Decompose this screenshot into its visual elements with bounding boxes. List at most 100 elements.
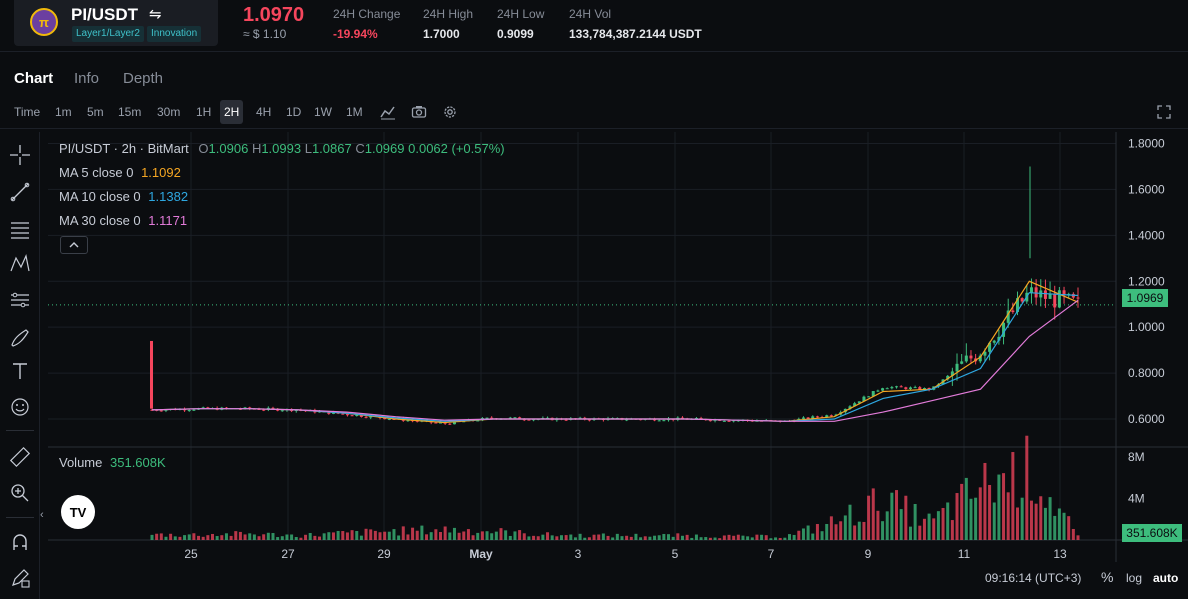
fib-lines-tool[interactable]	[7, 216, 33, 242]
swap-arrows-icon[interactable]: ⇋	[149, 6, 162, 23]
volume-bar	[215, 536, 219, 540]
candle-body	[206, 407, 210, 409]
timeframe-1m[interactable]: 1m	[55, 105, 72, 119]
collapse-sidebar-icon[interactable]: ‹	[40, 509, 44, 521]
clock-timezone[interactable]: 09:16:14 (UTC+3)	[985, 571, 1082, 585]
candle-body	[871, 391, 875, 397]
volume-bar	[504, 530, 508, 540]
pair-name[interactable]: PI/USDT	[71, 5, 139, 24]
candle-body	[885, 388, 889, 390]
pair-selector[interactable]: π PI/USDT ⇋ Layer1/Layer2 Innovation	[14, 0, 218, 46]
ma10-legend[interactable]: MA 10 close 0 1.1382	[59, 189, 188, 204]
volume-bar	[508, 535, 512, 540]
timeframe-1w[interactable]: 1W	[314, 105, 332, 119]
ma30-legend[interactable]: MA 30 close 0 1.1171	[59, 213, 187, 228]
ma30-line	[151, 299, 1079, 422]
volume-bar	[299, 537, 303, 540]
emoji-tool[interactable]	[7, 394, 33, 420]
volume-bar	[532, 535, 536, 540]
volume-bar	[950, 520, 954, 540]
tag-innovation[interactable]: Innovation	[147, 26, 202, 42]
trend-line-tool[interactable]	[7, 179, 33, 205]
zoom-in-tool[interactable]	[7, 480, 33, 506]
stat-24h-vol: 24H Vol 133,784,387.2144 USDT	[569, 7, 702, 41]
toolbar-divider	[0, 128, 1188, 129]
tab-depth[interactable]: Depth	[123, 70, 164, 87]
volume-bar	[592, 534, 596, 540]
candlestick-chart[interactable]: 1.8000 1.6000 1.4000 1.2000 1.0000 0.8000 0.60…	[48, 132, 1188, 562]
tab-chart[interactable]: Chart	[14, 70, 54, 87]
volume-bar	[164, 536, 168, 540]
timeframe-15m[interactable]: 15m	[118, 105, 142, 119]
timeframe-1mo[interactable]: 1M	[346, 105, 363, 119]
volume-bar	[764, 535, 768, 540]
volume-bar	[150, 534, 154, 540]
timeframe-2h[interactable]: 2H	[220, 100, 244, 124]
volume-bar	[960, 483, 964, 540]
volume-bar	[387, 531, 391, 540]
stat-24h-low: 24H Low 0.9099	[497, 7, 544, 41]
volume-bar	[871, 488, 875, 540]
percent-toggle[interactable]: %	[1101, 569, 1114, 585]
tag-layer1-layer2[interactable]: Layer1/Layer2	[72, 26, 144, 42]
timeframe-1d[interactable]: 1D	[286, 105, 302, 119]
date-axis-label: 5	[672, 547, 679, 561]
volume-bar	[662, 533, 666, 540]
volume-bar	[336, 530, 340, 540]
volume-bar	[448, 532, 452, 540]
fullscreen-icon[interactable]	[1156, 104, 1172, 120]
candle-body	[955, 363, 959, 372]
volume-bar	[829, 516, 833, 540]
volume-legend[interactable]: Volume 351.608K	[59, 455, 166, 470]
log-toggle[interactable]: log	[1126, 571, 1143, 585]
date-axis-label: 27	[281, 547, 295, 561]
candle-body	[625, 419, 629, 421]
crosshair-tool[interactable]	[7, 142, 33, 168]
measure-lines-tool[interactable]	[7, 287, 33, 313]
price-axis-label: 0.6000	[1128, 412, 1165, 426]
candle-body	[508, 417, 512, 419]
magnet-tool[interactable]	[7, 529, 33, 555]
tab-info[interactable]: Info	[74, 70, 100, 87]
collapse-legend-button[interactable]	[60, 236, 88, 254]
pi-coin-logo: π	[30, 8, 58, 36]
volume-bar	[304, 534, 308, 540]
volume-bar	[908, 526, 912, 540]
pattern-tool[interactable]	[7, 251, 33, 277]
volume-bar	[201, 536, 205, 540]
timeframe-5m[interactable]: 5m	[87, 105, 104, 119]
auto-toggle[interactable]: auto	[1153, 571, 1179, 585]
tradingview-logo[interactable]: TV	[61, 495, 95, 529]
volume-bar	[1053, 515, 1057, 540]
volume-bar	[313, 535, 317, 540]
timeframe-4h[interactable]: 4H	[256, 105, 272, 119]
lock-drawings-tool[interactable]	[7, 565, 33, 591]
candle-body	[248, 407, 252, 409]
ma30-label: MA 30 close 0	[59, 213, 141, 228]
volume-bar	[862, 521, 866, 540]
ruler-tool[interactable]	[7, 444, 33, 470]
text-icon	[13, 363, 27, 379]
brush-tool[interactable]	[7, 324, 33, 350]
ma5-legend[interactable]: MA 5 close 0 1.1092	[59, 165, 181, 180]
volume-bar	[936, 511, 940, 540]
volume-bar	[978, 487, 982, 540]
date-axis-label: 13	[1053, 547, 1067, 561]
candle-body	[359, 415, 363, 417]
indicators-icon[interactable]	[380, 104, 396, 120]
timeframe-30m[interactable]: 30m	[157, 105, 181, 119]
text-tool[interactable]	[7, 358, 33, 384]
volume-bar	[671, 536, 675, 540]
volume-bar	[676, 533, 680, 540]
settings-icon[interactable]	[442, 104, 458, 120]
volume-bar	[276, 537, 280, 540]
candle-body	[187, 410, 191, 412]
camera-icon[interactable]	[411, 104, 427, 120]
timeframe-1h[interactable]: 1H	[196, 105, 212, 119]
volume-bar	[899, 509, 903, 540]
volume-bar	[778, 537, 782, 540]
ma30-value: 1.1171	[148, 213, 188, 228]
volume-bar	[797, 530, 801, 540]
volume-bar	[1039, 496, 1043, 540]
volume-bar	[1067, 516, 1071, 540]
